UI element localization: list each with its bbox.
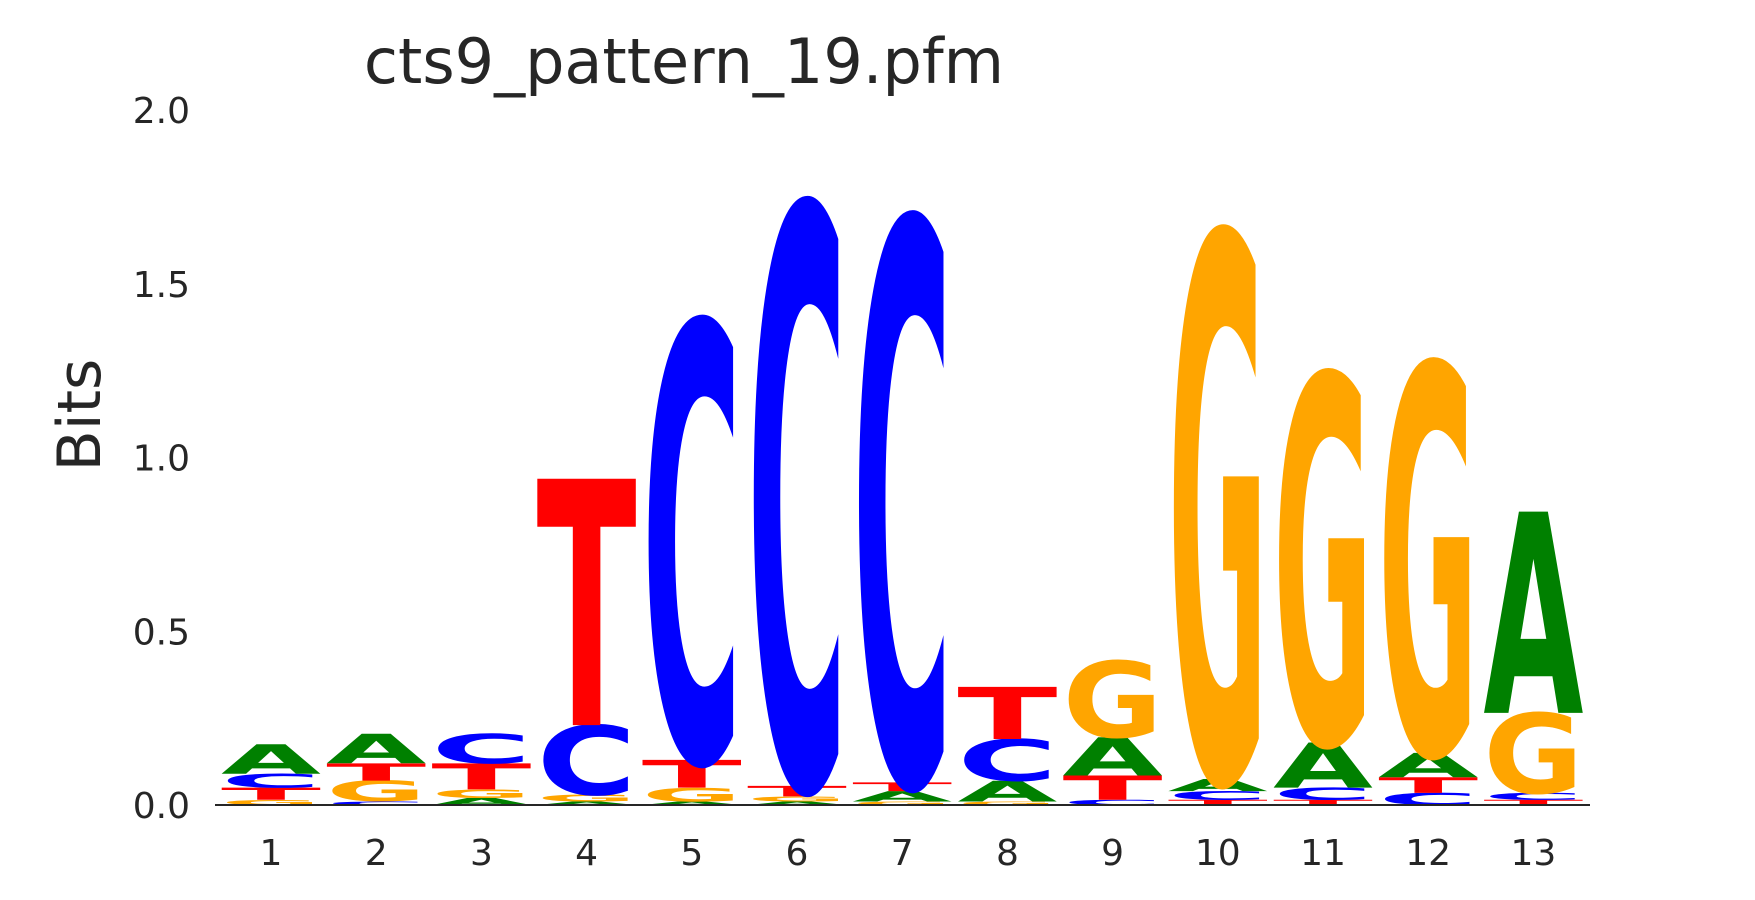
x-tick-label: 7 — [891, 833, 914, 874]
logo-letter-A: A — [1378, 746, 1478, 785]
logo-letter-T: T — [431, 757, 531, 798]
logo-letter-T: T — [747, 783, 847, 800]
logo-letter-A: A — [852, 788, 952, 805]
x-tick-label: 9 — [1101, 833, 1124, 874]
logo-letter-A: A — [1273, 730, 1373, 802]
x-tick-label: 10 — [1195, 833, 1241, 874]
logo-letter-G: G — [1168, 87, 1268, 900]
logo-letter-C: C — [431, 726, 531, 773]
logo-letter-C: C — [221, 770, 321, 792]
logo-letter-A: A — [1483, 457, 1583, 779]
logo-letter-T: T — [326, 759, 427, 787]
logo-letter-C: C — [642, 203, 742, 900]
logo-letter-G: G — [1063, 640, 1163, 762]
logo-letter-G: G — [1273, 274, 1373, 862]
y-tick-label: 0.5 — [133, 612, 190, 653]
logo-letter-G: G — [537, 793, 637, 804]
logo-letter-G: G — [642, 784, 742, 806]
logo-letter-G: G — [852, 801, 952, 807]
logo-letter-G: G — [1378, 259, 1478, 879]
logo-letter-G: G — [1483, 693, 1583, 820]
y-axis-ticks: 0.0 0.5 1.0 1.5 2.0 — [133, 91, 190, 827]
logo-letter-A: A — [747, 801, 847, 807]
logo-letter-T: T — [642, 753, 742, 797]
logo-letter-T: T — [1063, 769, 1163, 808]
logo-letter-A: A — [431, 796, 531, 807]
logo-letter-A: A — [957, 775, 1057, 808]
x-tick-label: 4 — [575, 833, 598, 874]
logo-letter-G: G — [221, 798, 321, 806]
x-axis-ticks: 1 2 3 4 5 6 7 8 9 10 11 12 13 — [260, 833, 1557, 874]
y-tick-label: 0.0 — [133, 786, 190, 827]
x-tick-label: 8 — [996, 833, 1019, 874]
logo-letter-T: T — [537, 412, 638, 805]
logo-letter-C: C — [1483, 791, 1583, 802]
logo-letter-C: C — [1273, 784, 1373, 803]
logo-letter-G: G — [326, 775, 426, 808]
logo-letter-C: C — [747, 49, 847, 900]
logo-letter-A: A — [1168, 776, 1268, 795]
logo-letter-T: T — [221, 784, 321, 803]
logo-letter-A: A — [642, 801, 742, 807]
logo-letter-T: T — [852, 780, 952, 794]
logo-letter-G: G — [957, 801, 1057, 807]
x-tick-label: 2 — [365, 833, 388, 874]
logo-letter-G: G — [747, 795, 847, 803]
y-tick-label: 2.0 — [133, 91, 190, 132]
logo-letter-A: A — [537, 801, 637, 807]
logo-letter-C: C — [1063, 798, 1163, 806]
x-tick-label: 13 — [1510, 833, 1556, 874]
x-tick-label: 12 — [1405, 833, 1451, 874]
logo-letter-A: A — [326, 726, 426, 773]
logo-letter-C: C — [326, 801, 426, 807]
logo-letter-T: T — [1273, 798, 1373, 806]
y-tick-label: 1.0 — [133, 439, 190, 480]
y-axis-label: Bits — [45, 359, 115, 472]
x-tick-label: 1 — [260, 833, 283, 874]
logo-letter-T: T — [1378, 773, 1478, 798]
logo-letter-A: A — [1063, 728, 1163, 789]
y-tick-label: 1.5 — [133, 265, 190, 306]
logo-letter-C: C — [1168, 789, 1268, 803]
logo-letter-C: C — [537, 706, 637, 817]
chart-title: cts9_pattern_19.pfm — [364, 25, 1004, 98]
x-tick-label: 6 — [786, 833, 809, 874]
logo-letter-T: T — [1168, 798, 1268, 806]
logo-letter-T: T — [957, 673, 1057, 756]
logo-letter-C: C — [957, 728, 1057, 795]
logo-letter-A: A — [221, 736, 321, 783]
x-tick-label: 3 — [470, 833, 493, 874]
logo-letter-G: G — [431, 787, 531, 801]
x-tick-label: 11 — [1300, 833, 1346, 874]
logo-letter-T: T — [1483, 798, 1583, 806]
logo-letter-C: C — [852, 67, 952, 900]
x-tick-label: 5 — [680, 833, 703, 874]
